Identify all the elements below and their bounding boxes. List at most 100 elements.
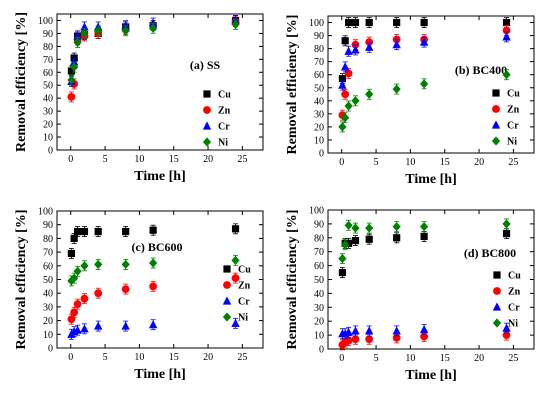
data-point-cu [365, 18, 373, 27]
legend-label: Cr [238, 297, 250, 308]
data-point-cu [149, 226, 157, 234]
data-point-ni [344, 220, 353, 230]
data-point-cu [420, 232, 428, 241]
y-tick-label: 60 [314, 70, 324, 81]
data-point-ni [149, 23, 158, 33]
y-tick-label: 80 [314, 233, 324, 244]
data-point-cu [338, 268, 347, 277]
legend-marker-circle-icon [492, 105, 500, 113]
y-tick-label: 40 [314, 96, 324, 107]
y-tick-label: 90 [43, 29, 53, 40]
data-point-zn [94, 289, 103, 298]
x-tick-label: 0 [68, 352, 73, 363]
legend-label: Ni [218, 138, 228, 149]
data-point-cu [345, 239, 353, 247]
data-point-cr [419, 37, 429, 46]
data-point-ni [351, 223, 360, 233]
data-point-cu [67, 249, 76, 258]
data-point-cr [94, 321, 103, 330]
data-point-cr [231, 318, 240, 327]
y-tick-label: 90 [314, 219, 324, 230]
y-tick-label: 70 [314, 57, 324, 68]
series-ni [67, 18, 240, 86]
x-tick-label: 10 [134, 352, 144, 363]
x-tick-label: 0 [339, 353, 344, 364]
data-point-zn [502, 26, 511, 35]
x-tick-label: 25 [508, 353, 518, 364]
data-point-cu [393, 18, 401, 27]
panel-title: (d) BC800 [464, 246, 516, 260]
x-tick-label: 5 [103, 154, 108, 165]
legend-label: Cr [508, 303, 520, 314]
legend-marker-circle-icon [203, 106, 211, 114]
data-point-ni [80, 261, 89, 271]
x-tick-label: 20 [474, 353, 484, 364]
data-point-cu [67, 67, 76, 75]
data-point-ni [70, 62, 79, 72]
legend-marker-triangle-icon [202, 121, 212, 130]
data-point-cr [502, 323, 511, 332]
legend-marker-circle-icon [493, 287, 501, 295]
chart-panel-3: 0 5 10 15 20 25 0 10 20 30 40 50 60 70 80 90 100 Time [h]… [14, 207, 264, 382]
legend-marker-diamond-icon [492, 318, 502, 328]
data-point-ni [502, 219, 511, 229]
legend-marker-diamond-icon [202, 137, 212, 147]
data-point-zn [365, 335, 374, 344]
data-point-cr [392, 40, 401, 49]
x-tick-label: 15 [440, 157, 450, 168]
y-tick-label: 100 [38, 207, 53, 218]
y-tick-label: 30 [314, 303, 324, 314]
data-point-ni [392, 222, 401, 232]
x-tick-label: 15 [440, 353, 450, 364]
y-tick-label: 10 [314, 135, 324, 146]
y-tick-label: 80 [43, 42, 53, 53]
data-point-ni [121, 259, 130, 270]
y-tick-label: 40 [43, 94, 53, 105]
data-point-ni [351, 96, 360, 106]
y-tick-label: 80 [314, 44, 324, 55]
data-point-cr [344, 327, 353, 336]
y-tick-label: 0 [319, 149, 324, 160]
series-cr [67, 317, 240, 340]
data-point-ni [420, 79, 429, 89]
y-tick-label: 60 [43, 68, 53, 79]
y-tick-label: 100 [309, 18, 324, 29]
chart-panel-2: 0 5 10 15 20 25 0 10 20 30 40 50 60 70 80 90 100 Time [h]… [285, 15, 535, 187]
data-point-cu [345, 18, 353, 27]
data-point-cu [70, 234, 78, 242]
y-axis-label: Removal efficiency [%] [14, 12, 29, 152]
x-tick-label: 20 [203, 352, 213, 363]
legend-label: Cu [218, 90, 231, 101]
legend-label: Cu [507, 89, 520, 100]
x-tick-label: 10 [405, 353, 415, 364]
data-point-cr [502, 32, 511, 41]
legend-label: Zn [238, 281, 251, 292]
data-point-cr [69, 57, 79, 66]
data-point-zn [80, 294, 89, 303]
data-point-ni [94, 26, 103, 36]
legend-marker-triangle-icon [492, 302, 502, 311]
x-tick-label: 10 [134, 154, 144, 165]
legend-marker-circle-icon [223, 281, 231, 289]
y-tick-label: 0 [319, 345, 324, 356]
x-tick-label: 5 [374, 353, 379, 364]
legend-label: Zn [218, 106, 231, 117]
data-point-ni [231, 19, 240, 29]
legend-label: Cu [238, 265, 251, 276]
y-axis-label: Removal efficiency [%] [14, 210, 29, 350]
y-tick-label: 80 [43, 234, 53, 245]
panel-title: (c) BC600 [132, 240, 183, 254]
data-point-ni [121, 26, 130, 36]
data-point-cu [420, 18, 428, 27]
legend-marker-diamond-icon [491, 136, 501, 146]
legend-label: Ni [507, 137, 517, 148]
series-cr [338, 31, 511, 91]
data-point-cr [365, 326, 374, 335]
x-axis-label: Time [h] [405, 172, 456, 187]
y-tick-label: 50 [314, 83, 324, 94]
data-point-ni [94, 259, 103, 270]
data-point-ni [70, 273, 79, 283]
y-tick-label: 10 [43, 330, 53, 341]
y-tick-label: 30 [43, 302, 53, 313]
